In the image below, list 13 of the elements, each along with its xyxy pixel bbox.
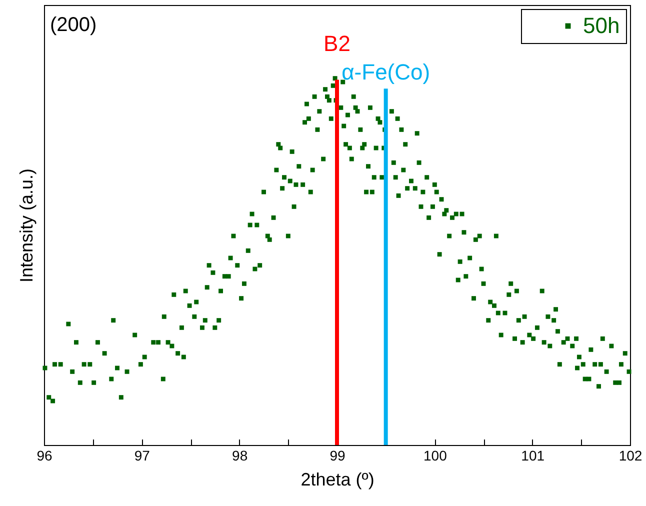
ref-line-label: B2 bbox=[324, 30, 350, 56]
y-axis-title: Intensity (a.u.) bbox=[16, 168, 36, 283]
legend-label: 50h bbox=[583, 13, 620, 38]
ref-line-label: α-Fe(Co) bbox=[342, 59, 430, 84]
x-tick-label: 101 bbox=[521, 448, 545, 464]
x-tick-label: 96 bbox=[36, 448, 52, 464]
x-tick-label: 100 bbox=[423, 448, 448, 464]
x-tick-label: 97 bbox=[134, 448, 150, 464]
x-tick-label: 102 bbox=[618, 448, 642, 464]
x-tick-label: 99 bbox=[330, 448, 346, 464]
x-axis-title: 2theta (º) bbox=[300, 470, 374, 490]
x-tick-label: 98 bbox=[232, 448, 248, 464]
text: (200) bbox=[50, 14, 97, 36]
